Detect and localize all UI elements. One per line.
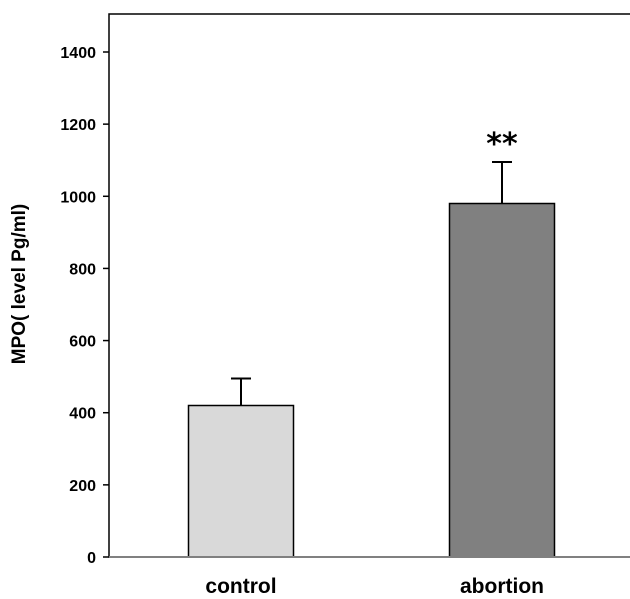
y-tick-label: 400: [69, 406, 96, 423]
bar-control: [187, 404, 295, 558]
y-tick-label: 0: [87, 550, 96, 567]
y-tick-label: 1400: [60, 45, 96, 62]
y-tick-label: 1000: [60, 189, 96, 206]
y-tick-label: 1200: [60, 117, 96, 134]
y-axis-title: MPO( level Pg/ml): [9, 204, 30, 364]
category-label-control: control: [205, 575, 276, 598]
significance-annotation: **: [486, 127, 518, 162]
bar-abortion: [448, 202, 556, 558]
y-tick-label: 800: [69, 261, 96, 278]
y-tick-label: 200: [69, 478, 96, 495]
category-label-abortion: abortion: [460, 575, 544, 598]
y-tick-label: 600: [69, 334, 96, 351]
